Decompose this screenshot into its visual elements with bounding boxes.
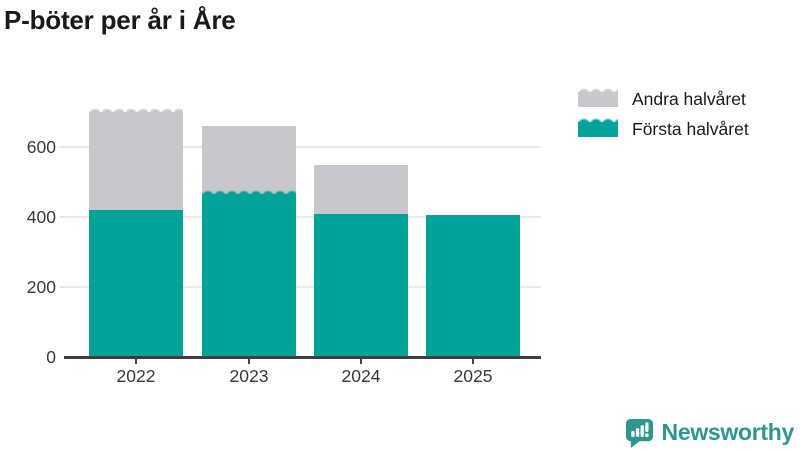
x-tick-2024 — [360, 357, 362, 364]
x-tick-2022 — [135, 357, 137, 364]
bar-segment-2023-andra — [202, 126, 296, 195]
fuzzy-edge — [89, 108, 183, 113]
x-tick-2023 — [248, 357, 250, 364]
y-tick-label-400: 400 — [26, 207, 56, 227]
gridline-400 — [60, 216, 541, 218]
legend: Andra halvåret Första halvåret — [578, 88, 749, 139]
x-tick-label-2025: 2025 — [453, 366, 493, 386]
gridline-600 — [60, 146, 541, 148]
bar-segment-2022-forsta — [89, 210, 183, 357]
bar-segment-2024-andra — [314, 164, 408, 214]
x-axis-line — [64, 356, 541, 359]
branding-wordmark: Newsworthy — [661, 419, 795, 445]
y-tick-label-0: 0 — [46, 347, 56, 367]
bar-segment-2024-forsta — [314, 213, 408, 357]
newsworthy-logo-icon — [625, 418, 653, 448]
legend-label: Andra halvåret — [632, 89, 746, 109]
legend-swatch — [578, 118, 618, 137]
x-tick-label-2024: 2024 — [341, 366, 381, 386]
x-tick-label-2023: 2023 — [229, 366, 269, 386]
legend-label: Första halvåret — [632, 119, 749, 139]
fuzzy-edge — [578, 88, 618, 93]
x-tick-label-2022: 2022 — [116, 366, 156, 386]
legend-item-andra: Andra halvåret — [578, 88, 749, 109]
y-tick-label-600: 600 — [26, 137, 56, 157]
branding: Newsworthy — [624, 417, 794, 448]
bar-segment-2023-forsta — [202, 190, 296, 357]
legend-item-forsta: Första halvåret — [578, 118, 749, 139]
fuzzy-edge — [202, 190, 296, 196]
fuzzy-edge — [578, 118, 618, 123]
gridline-200 — [60, 286, 541, 288]
plot-area: 2022 2023 2024 2025 — [60, 91, 541, 386]
bar-segment-2022-andra — [89, 108, 183, 210]
x-tick-2025 — [472, 357, 474, 364]
bar-segment-2025-forsta — [426, 215, 520, 357]
chart-title: P-böter per år i Åre — [4, 5, 236, 35]
legend-swatch — [578, 88, 618, 107]
y-tick-label-200: 200 — [26, 277, 56, 297]
